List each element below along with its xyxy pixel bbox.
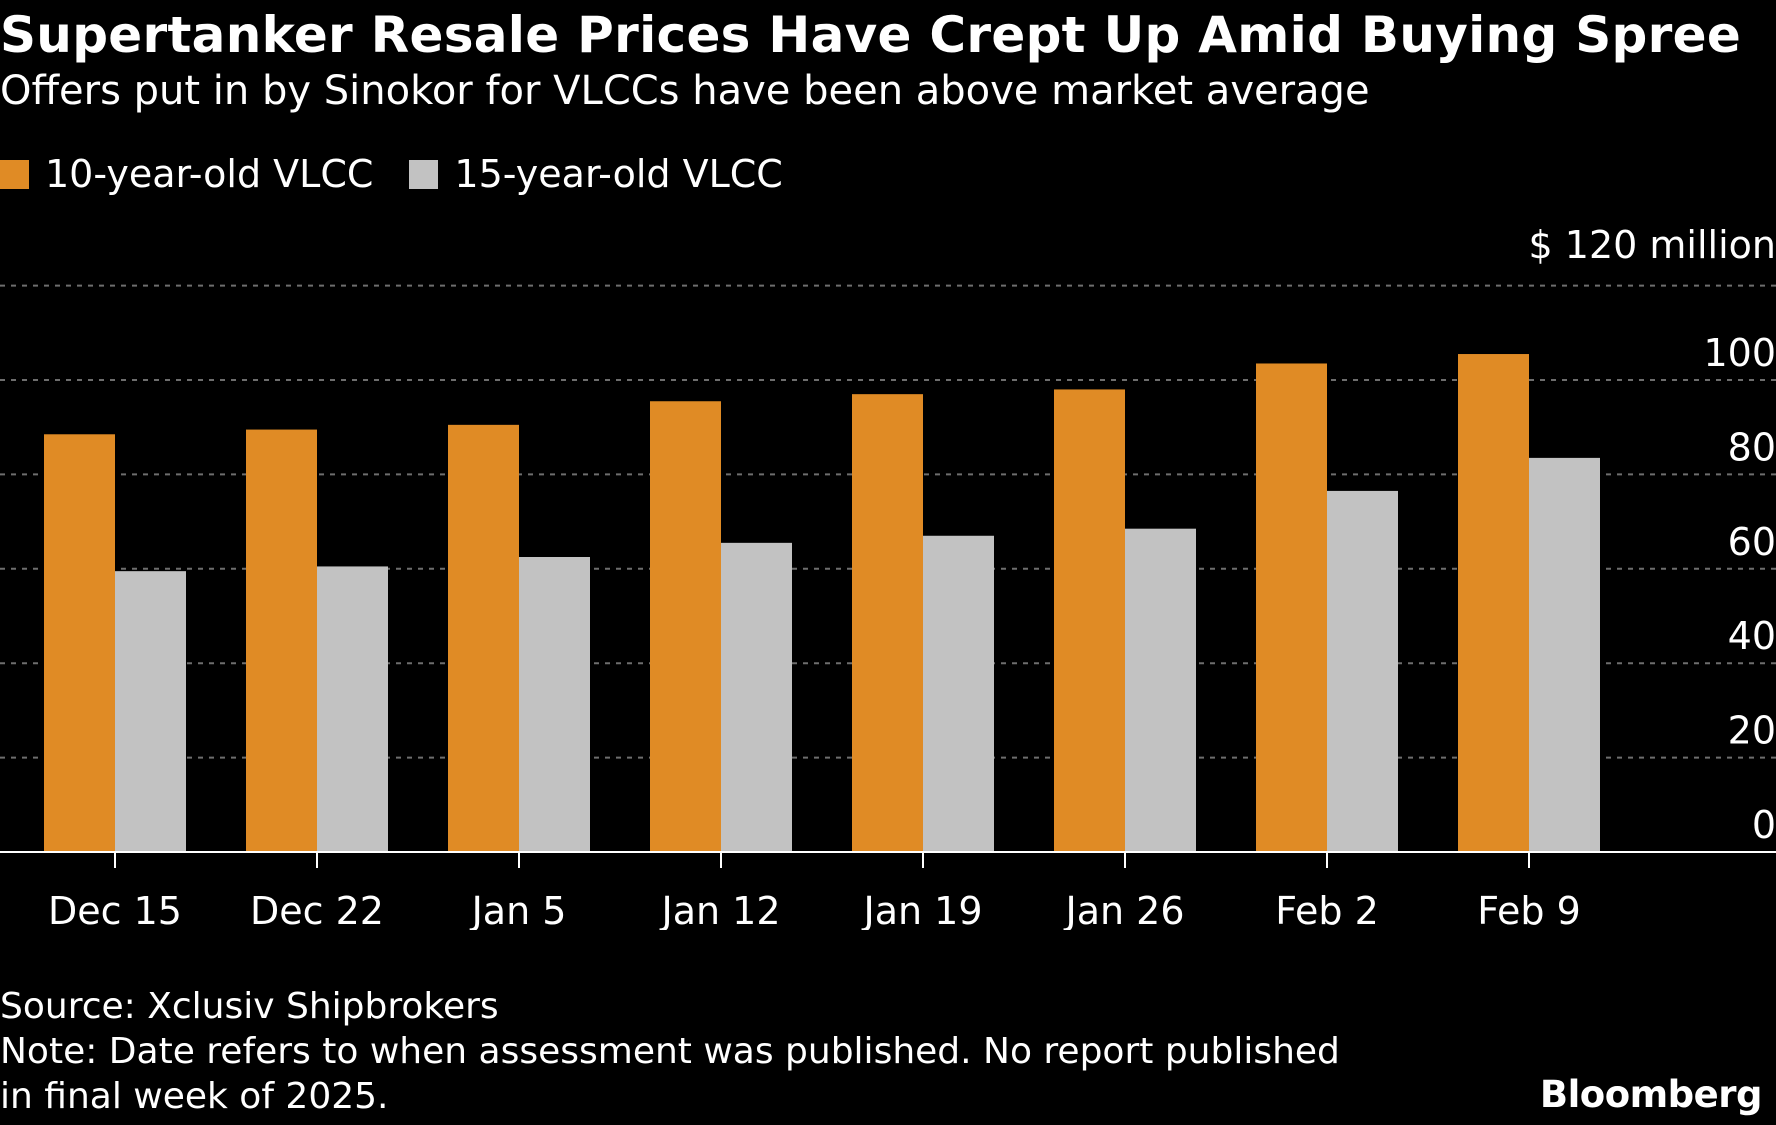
legend-swatch-15-year	[409, 159, 439, 189]
x-tick-label-jan-26: Jan 26	[1063, 889, 1184, 930]
chart-subtitle: Offers put in by Sinokor for VLCCs have …	[0, 68, 1370, 114]
legend-label-15-year: 15-year-old VLCC	[454, 152, 783, 196]
bar-10yr-feb-9	[1458, 354, 1529, 852]
x-tick-label-jan-12: Jan 12	[659, 889, 780, 930]
x-tick-label-dec-15: Dec 15	[48, 889, 182, 930]
bar-15yr-dec-22	[317, 566, 388, 852]
bar-15yr-feb-9	[1529, 457, 1600, 852]
y-axis-unit-label: $ 120 million	[1529, 223, 1776, 267]
bar-10yr-jan-12	[650, 401, 721, 852]
bar-10yr-dec-22	[246, 429, 317, 852]
y-tick-label-0: 0	[1752, 803, 1776, 847]
bloomberg-logo: Bloomberg	[1539, 1073, 1763, 1116]
legend-item-15-year: 15-year-old VLCC	[409, 152, 783, 196]
axes: 100 80 60 40 20 0 Dec 15 Dec 22 Jan 5 Jan 12 Jan 1…	[0, 331, 1776, 930]
x-tick-label-feb-9: Feb 9	[1477, 889, 1581, 930]
footnote-line-2: in final week of 2025.	[0, 1076, 389, 1117]
y-tick-label-100: 100	[1703, 331, 1776, 375]
legend-label-10-year: 10-year-old VLCC	[45, 152, 374, 196]
bar-chart: 100 80 60 40 20 0 Dec 15 Dec 22 Jan 5 Jan 12 Jan 1…	[0, 223, 1776, 930]
x-tick-label-jan-5: Jan 5	[470, 889, 567, 930]
bar-10yr-feb-2	[1256, 363, 1327, 852]
y-tick-label-20: 20	[1728, 709, 1776, 753]
y-tick-label-80: 80	[1728, 425, 1776, 469]
footnote-line-1: Note: Date refers to when assessment was…	[0, 1031, 1340, 1072]
legend: 10-year-old VLCC 15-year-old VLCC	[0, 152, 819, 196]
x-tick-label-feb-2: Feb 2	[1275, 889, 1379, 930]
y-tick-label-60: 60	[1728, 520, 1776, 564]
legend-swatch-10-year	[0, 159, 29, 189]
source-note: Source: Xclusiv Shipbrokers	[0, 986, 499, 1027]
bar-10yr-jan-19	[852, 394, 923, 852]
legend-item-10-year: 10-year-old VLCC	[0, 152, 373, 196]
chart-title: Supertanker Resale Prices Have Crept Up …	[0, 6, 1742, 64]
bar-10yr-jan-5	[448, 424, 519, 852]
bar-10yr-jan-26	[1054, 389, 1125, 852]
bar-15yr-jan-12	[721, 542, 792, 852]
bar-15yr-dec-15	[115, 571, 186, 852]
bar-10yr-dec-15	[44, 434, 115, 852]
x-tick-label-jan-19: Jan 19	[861, 889, 982, 930]
y-tick-label-40: 40	[1728, 614, 1776, 658]
bar-15yr-jan-5	[519, 557, 590, 852]
bar-15yr-feb-2	[1327, 490, 1398, 852]
x-tick-label-dec-22: Dec 22	[250, 889, 384, 930]
bars	[44, 354, 1600, 852]
bar-15yr-jan-26	[1125, 528, 1196, 852]
bar-15yr-jan-19	[923, 535, 994, 852]
